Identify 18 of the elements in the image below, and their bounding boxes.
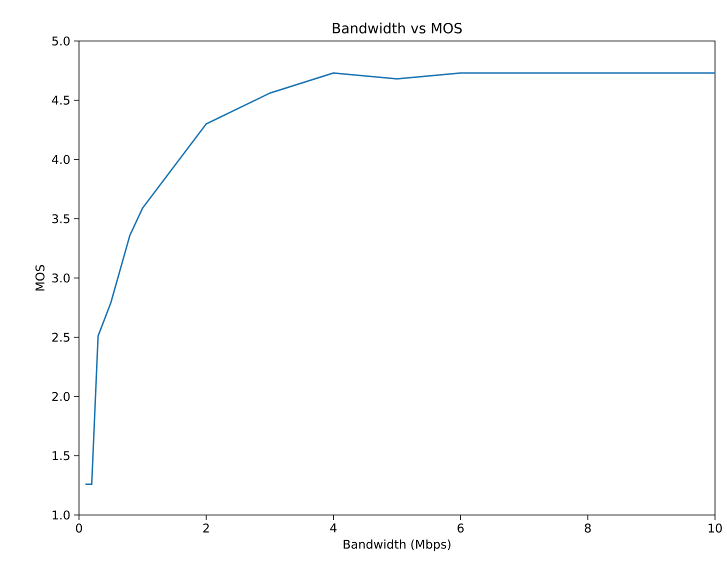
x-axis-title: Bandwidth (Mbps): [344, 539, 450, 552]
y-tick-label: 2.5: [52, 332, 70, 342]
y-tick-label: 4.5: [52, 96, 70, 105]
y-tick-label: 3.0: [52, 273, 70, 283]
y-tick-label: 4.0: [52, 154, 70, 164]
x-tick-label: 6: [458, 524, 464, 533]
x-tick-label: 2: [203, 524, 209, 532]
y-tick-label: 3.5: [52, 214, 70, 224]
x-tick-label: 10: [708, 524, 722, 533]
y-axis-title: MOS: [35, 264, 45, 291]
x-tick-label: 4: [330, 524, 337, 532]
y-tick-label: 2.0: [52, 392, 70, 402]
y-tick-label: 5.0: [52, 36, 70, 46]
x-tick-label: 0: [76, 524, 82, 533]
chart-title: Bandwidth vs MOS: [332, 22, 462, 34]
y-tick-label: 1.5: [52, 451, 70, 460]
y-tick-label: 1.0: [52, 510, 70, 520]
x-tick-label: 8: [584, 524, 591, 533]
